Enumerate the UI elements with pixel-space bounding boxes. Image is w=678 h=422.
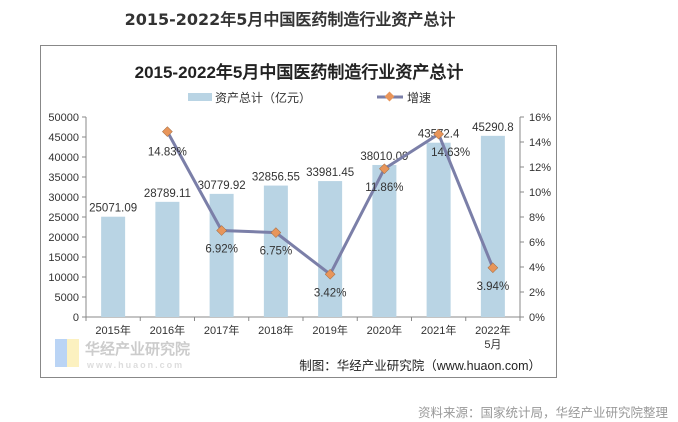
bar-label: 45290.8 xyxy=(472,122,514,134)
bar-7 xyxy=(480,135,505,317)
growth-label: 3.42% xyxy=(314,287,347,299)
bar-label: 32856.55 xyxy=(252,172,300,184)
legend-line-marker xyxy=(384,91,395,102)
y-left-tick-label: 20000 xyxy=(48,232,79,244)
growth-label: 6.92% xyxy=(205,244,238,256)
x-tick-label: 2017年 xyxy=(204,323,239,337)
y-right-tick-label: 14% xyxy=(529,137,551,149)
growth-marker xyxy=(270,227,282,238)
growth-label: 14.83% xyxy=(148,147,187,159)
y-left-tick-label: 35000 xyxy=(48,172,79,184)
y-left-tick-label: 25000 xyxy=(48,212,79,224)
x-tick-label: 2015年 xyxy=(95,323,130,337)
y-right-tick-label: 8% xyxy=(529,212,545,224)
y-right-tick-label: 10% xyxy=(529,187,551,199)
y-right-tick-label: 2% xyxy=(529,287,545,299)
growth-marker xyxy=(162,126,173,137)
bar-label: 30779.92 xyxy=(198,180,246,192)
y-left-tick-label: 0 xyxy=(73,312,79,324)
growth-marker xyxy=(487,262,499,274)
y-right-tick-label: 0% xyxy=(529,312,545,324)
watermark-url: www.huaon.com xyxy=(86,360,184,370)
y-left-tick-label: 45000 xyxy=(48,132,79,144)
watermark-logo-left xyxy=(55,339,67,367)
y-left-tick-label: 50000 xyxy=(48,112,79,124)
y-right-tick-label: 12% xyxy=(529,162,551,174)
x-tick-label-line2: 5月 xyxy=(484,339,501,351)
y-right-tick-label: 4% xyxy=(529,262,545,274)
growth-label: 3.94% xyxy=(477,281,510,293)
y-left-tick-label: 15000 xyxy=(48,252,79,264)
bar-1 xyxy=(155,201,180,317)
chart-credit: 制图：华经产业研究院（www.huaon.com） xyxy=(299,358,541,373)
source-note: 资料来源：国家统计局，华经产业研究院整理 xyxy=(417,405,668,420)
growth-marker xyxy=(216,225,227,236)
legend-line-label: 增速 xyxy=(407,91,431,105)
page-title: 2015-2022年5月中国医药制造行业资产总计 xyxy=(124,10,456,29)
y-right-tick-label: 16% xyxy=(529,112,551,124)
x-tick-label: 2021年 xyxy=(421,323,456,337)
chart-frame: 2015-2022年5月中国医药制造行业资产总计资产总计（亿元） 增速 0 5000 1… xyxy=(40,45,557,378)
growth-marker xyxy=(379,163,390,175)
growth-label: 11.86% xyxy=(365,182,403,194)
chart-title: 2015-2022年5月中国医药制造行业资产总计 xyxy=(135,62,464,82)
bar-3 xyxy=(263,185,288,317)
y-right-tick-label: 6% xyxy=(529,237,545,249)
watermark-text: 华经产业研究院 xyxy=(85,340,190,358)
growth-label: 6.75% xyxy=(260,246,293,258)
watermark-logo-right xyxy=(67,339,79,367)
legend-bar-label: 资产总计（亿元） xyxy=(215,90,311,105)
y-left-tick-label: 30000 xyxy=(48,192,79,204)
bar-5 xyxy=(372,164,397,317)
x-tick-label: 2022年 xyxy=(475,323,510,337)
growth-marker xyxy=(433,128,444,140)
y-left-tick-label: 40000 xyxy=(48,152,79,164)
y-left-tick-label: 10000 xyxy=(48,272,79,284)
legend-bar-swatch xyxy=(188,93,212,101)
x-tick-label: 2020年 xyxy=(367,323,402,337)
x-tick-label: 2018年 xyxy=(258,323,293,337)
bar-label: 25071.09 xyxy=(89,203,137,215)
x-tick-label: 2016年 xyxy=(150,323,185,337)
growth-marker xyxy=(324,268,336,280)
growth-label: 14.63% xyxy=(431,147,470,159)
x-tick-label: 2019年 xyxy=(312,323,347,337)
bar-label: 33981.45 xyxy=(306,167,354,179)
bar-4 xyxy=(318,181,343,317)
bar-6 xyxy=(426,142,451,317)
bar-label: 28789.11 xyxy=(144,188,191,200)
y-left-tick-label: 5000 xyxy=(55,292,79,304)
bar-0 xyxy=(101,216,126,317)
